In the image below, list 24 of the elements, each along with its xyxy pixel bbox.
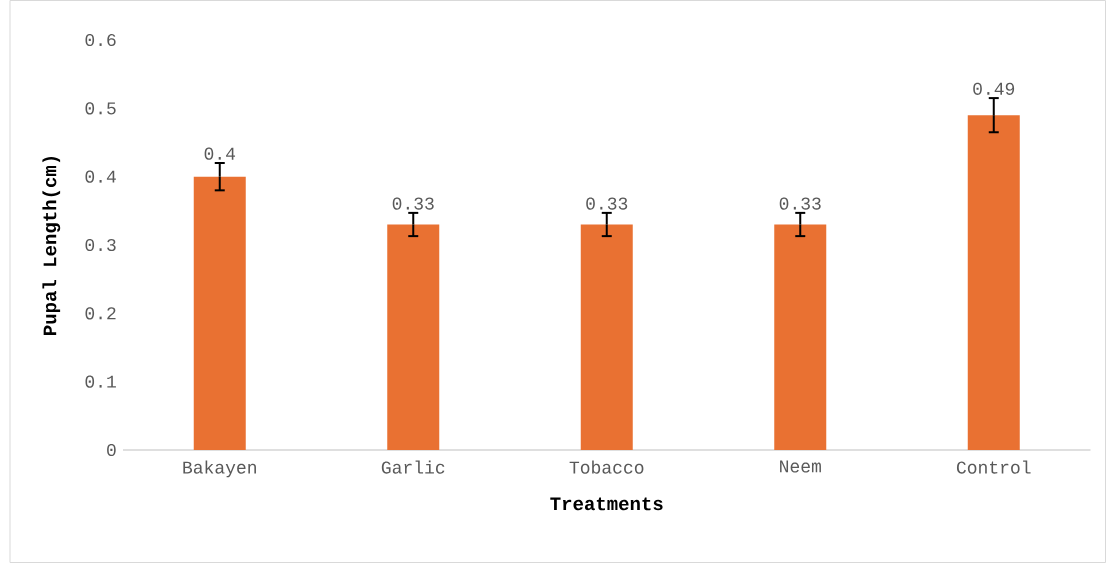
x-axis-title: Treatments [550,497,663,511]
data-label: 0.49 [973,82,1015,95]
y-tick-label: 0.4 [85,170,116,183]
y-tick-label: 0 [107,443,116,457]
bar [387,224,440,450]
data-label: 0.33 [586,197,628,210]
bar [193,176,246,450]
y-tick-label: 0.5 [85,102,116,115]
x-tick-label: Tobacco [569,460,644,474]
x-tick-label: Control [956,460,1031,474]
x-tick-label: Garlic [381,460,445,474]
y-tick-label: 0.3 [85,238,116,252]
x-tick-label: Bakayen [183,460,256,478]
y-tick-label: 0.6 [85,33,116,47]
y-tick-label: 0.1 [85,375,116,388]
data-label: 0.4 [204,147,236,160]
y-axis-title: Pupal Length(cm) [42,157,61,335]
x-tick-label: Neem [780,460,821,473]
y-tick-label: 0.2 [85,307,116,320]
data-label: 0.33 [392,197,434,210]
data-label: 0.33 [779,197,821,210]
bar [774,224,827,450]
bar [580,224,633,450]
bar [967,115,1020,450]
